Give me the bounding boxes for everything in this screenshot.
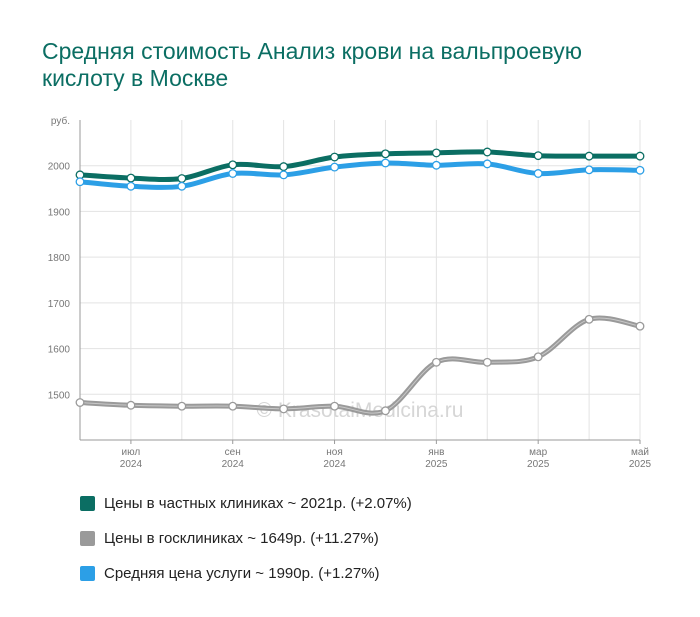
legend-item-public[interactable]: Цены в госклиниках ~ 1649р. (+11.27%) — [80, 521, 412, 556]
data-point[interactable] — [635, 151, 645, 161]
x-tick-label-month: май — [631, 447, 649, 458]
y-unit-label: руб. — [51, 115, 70, 127]
data-point[interactable] — [228, 169, 238, 178]
data-point[interactable] — [228, 401, 238, 411]
x-tick-label-month: сен — [225, 447, 241, 458]
x-tick-label-year: 2025 — [425, 459, 448, 470]
data-point[interactable] — [228, 160, 238, 170]
series-1 — [75, 314, 645, 416]
data-point[interactable] — [330, 152, 339, 162]
data-point[interactable] — [482, 159, 492, 169]
data-point[interactable] — [431, 148, 441, 158]
data-point[interactable] — [381, 158, 390, 168]
data-point[interactable] — [584, 314, 594, 324]
x-tick-label-month: июл — [122, 447, 141, 458]
x-tick-label-year: 2025 — [527, 459, 550, 470]
data-point[interactable] — [126, 400, 136, 410]
data-point[interactable] — [533, 151, 543, 161]
x-tick-label-month: янв — [428, 447, 444, 458]
x-tick-label-year: 2024 — [222, 459, 245, 470]
y-tick-label: 2000 — [48, 162, 71, 173]
data-point[interactable] — [584, 151, 594, 161]
data-point[interactable] — [533, 352, 543, 362]
y-tick-label: 1600 — [48, 345, 71, 356]
legend-label: Цены в госклиниках ~ 1649р. (+11.27%) — [104, 530, 379, 547]
line-chart: 150016001700180019002000руб.июл2024сен20… — [48, 115, 652, 470]
legend-swatch — [80, 566, 95, 581]
data-point[interactable] — [431, 160, 441, 170]
data-point[interactable] — [177, 401, 187, 411]
data-point[interactable] — [75, 398, 85, 407]
data-point[interactable] — [381, 406, 390, 416]
data-point[interactable] — [126, 173, 136, 183]
x-tick-label-year: 2024 — [323, 459, 346, 470]
data-point[interactable] — [330, 401, 339, 411]
y-tick-label: 1700 — [48, 299, 71, 310]
data-point[interactable] — [177, 174, 187, 183]
y-tick-label: 1500 — [48, 390, 71, 401]
x-tick-label-year: 2025 — [629, 459, 652, 470]
series-layer — [75, 147, 645, 416]
legend-label: Цены в частных клиниках ~ 2021р. (+2.07%… — [104, 495, 412, 512]
chart-title: Средняя стоимость Анализ крови на вальпр… — [42, 38, 583, 91]
y-tick-label: 1900 — [48, 207, 71, 218]
grid — [80, 120, 641, 440]
data-point[interactable] — [635, 165, 645, 175]
data-point[interactable] — [381, 149, 390, 159]
legend-swatch — [80, 531, 95, 546]
y-tick-label: 1800 — [48, 253, 71, 264]
data-point[interactable] — [177, 181, 187, 191]
x-tick-label-month: ноя — [326, 447, 343, 458]
data-point[interactable] — [126, 181, 136, 191]
x-tick-label-month: мар — [529, 447, 547, 458]
series-line — [77, 160, 643, 190]
data-point[interactable] — [482, 357, 492, 367]
legend: Цены в частных клиниках ~ 2021р. (+2.07%… — [80, 486, 412, 591]
data-point[interactable] — [584, 165, 594, 175]
legend-item-private[interactable]: Цены в частных клиниках ~ 2021р. (+2.07%… — [80, 486, 412, 521]
data-point[interactable] — [482, 147, 492, 157]
data-point[interactable] — [431, 357, 441, 367]
data-point[interactable] — [75, 177, 85, 187]
data-point[interactable] — [635, 321, 645, 331]
legend-swatch — [80, 496, 95, 511]
series-2 — [75, 158, 645, 191]
x-tick-label-year: 2024 — [120, 459, 143, 470]
legend-item-average[interactable]: Средняя цена услуги ~ 1990р. (+1.27%) — [80, 556, 412, 591]
data-point[interactable] — [279, 162, 289, 172]
data-point[interactable] — [533, 169, 543, 178]
data-point[interactable] — [279, 404, 289, 414]
data-point[interactable] — [279, 170, 289, 180]
data-point[interactable] — [330, 162, 339, 172]
legend-label: Средняя цена услуги ~ 1990р. (+1.27%) — [104, 565, 380, 582]
series-0 — [75, 147, 645, 183]
axes: 150016001700180019002000руб.июл2024сен20… — [48, 115, 652, 470]
